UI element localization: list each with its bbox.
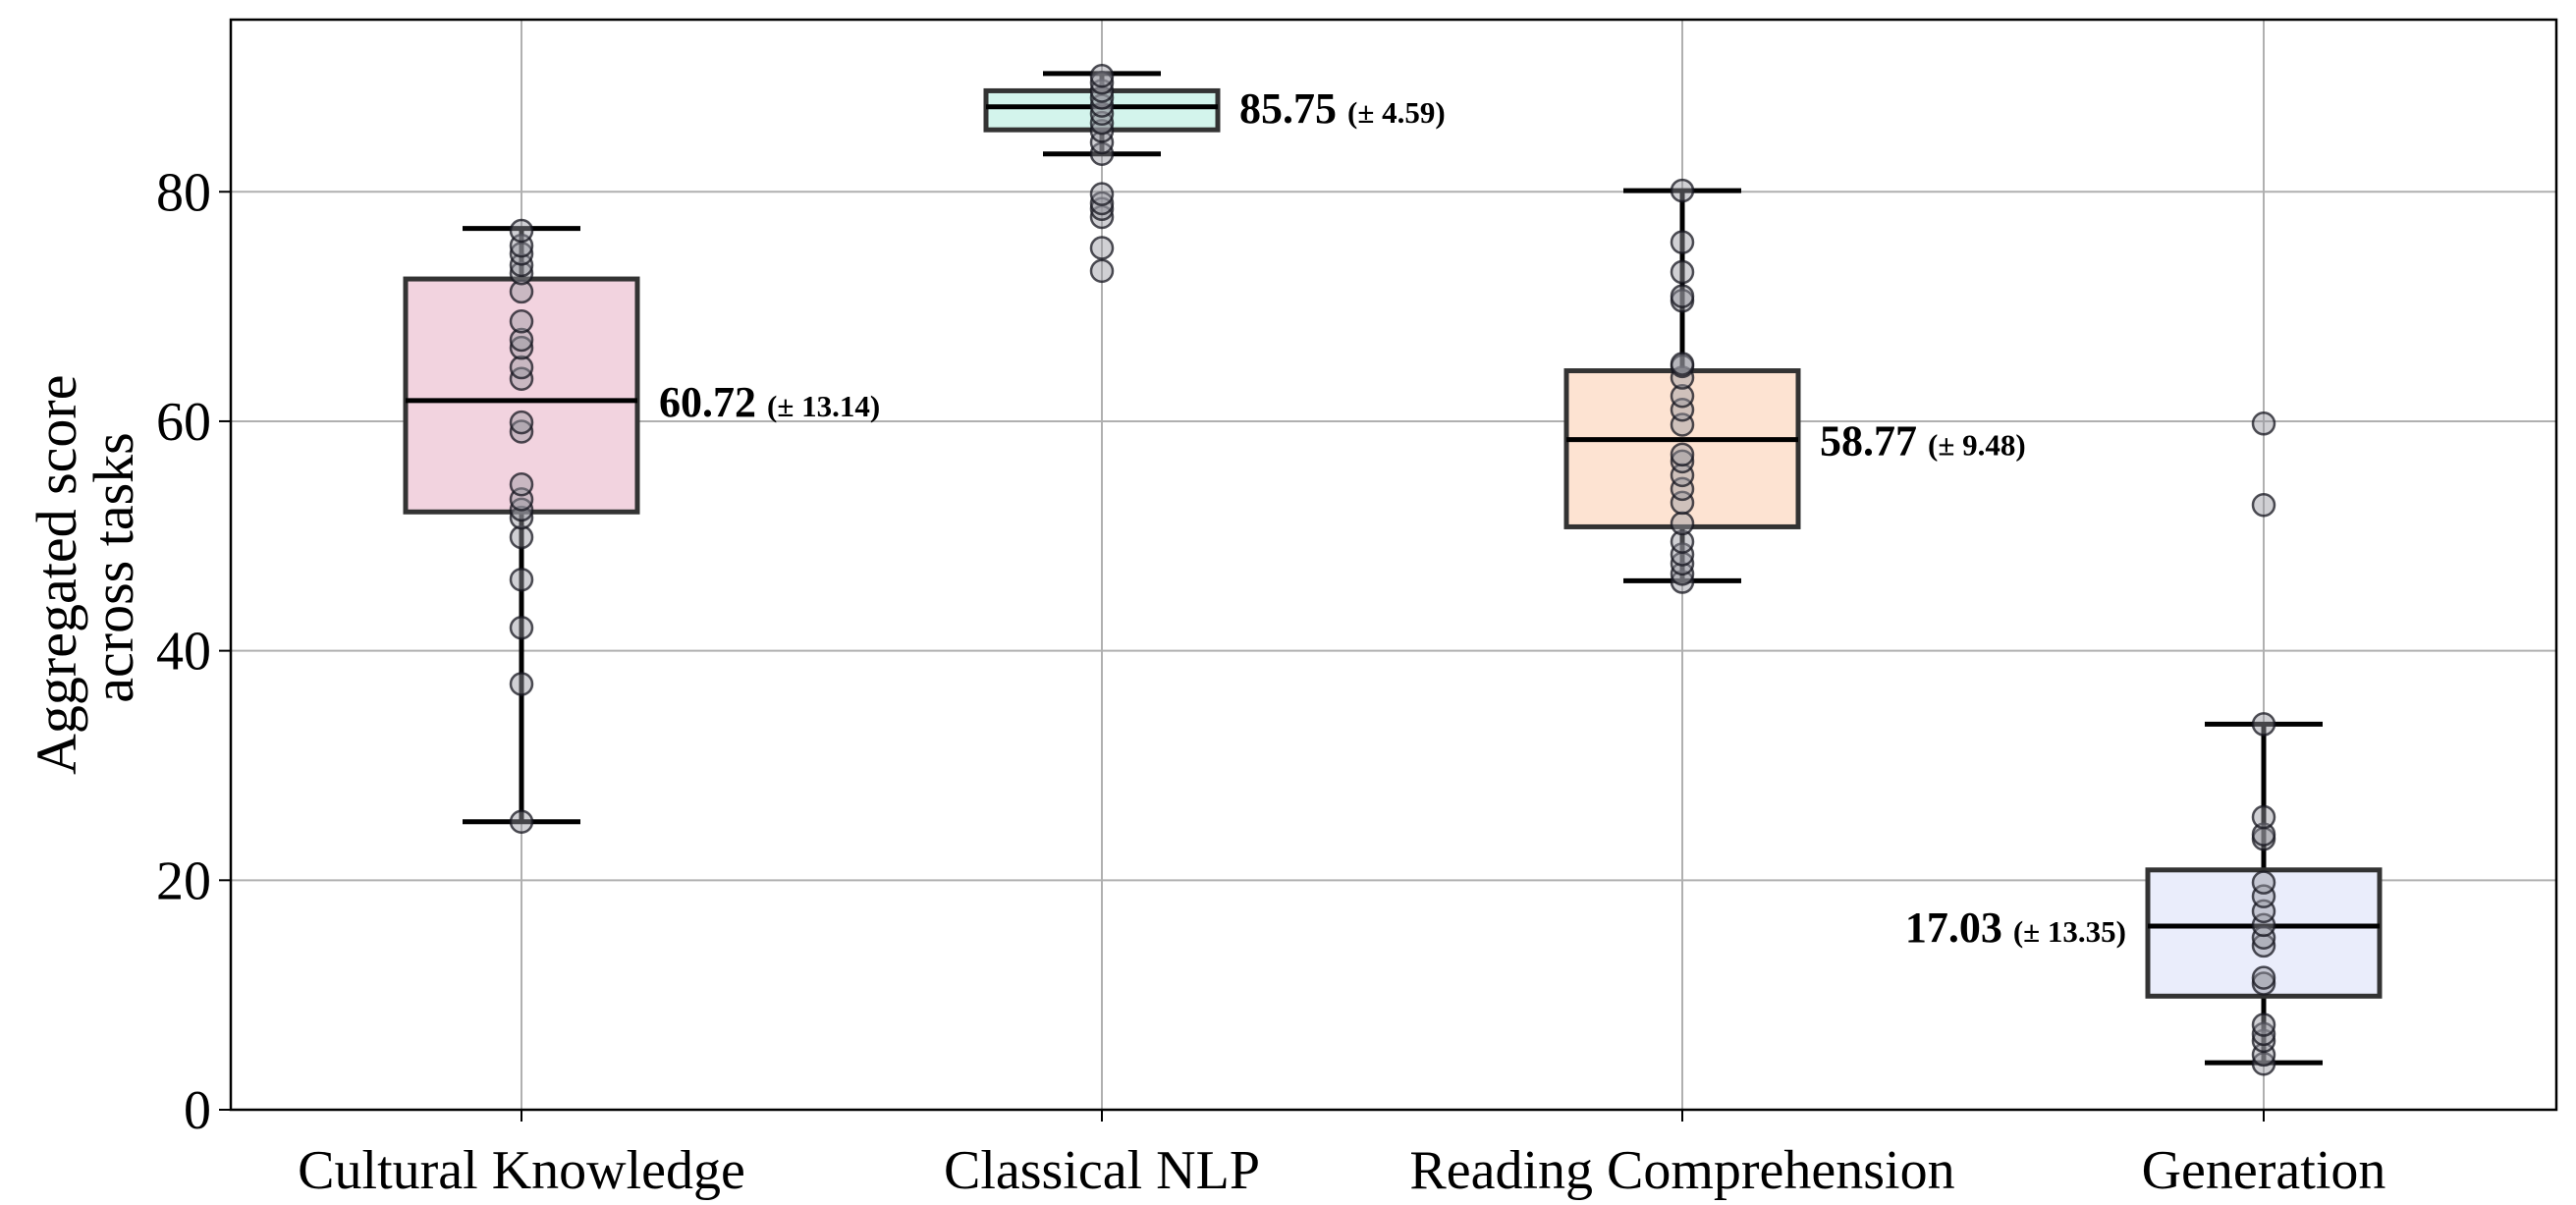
x-tick-label: Cultural Knowledge	[298, 1140, 745, 1201]
mean-annotation: 60.72 (± 13.14)	[659, 378, 880, 426]
data-point	[2251, 492, 2276, 518]
data-point	[509, 218, 534, 244]
data-point	[2251, 1052, 2276, 1076]
data-point	[1670, 570, 1695, 594]
data-point	[1670, 529, 1695, 554]
data-point	[509, 809, 534, 834]
data-point	[1089, 182, 1115, 206]
data-point	[509, 419, 534, 444]
data-point	[1089, 258, 1115, 284]
data-point	[2251, 971, 2276, 996]
data-point	[1670, 230, 1695, 254]
data-point	[1670, 259, 1695, 285]
mean-value-label: 17.03	[1905, 904, 2013, 952]
data-point	[1670, 284, 1695, 308]
data-point	[509, 279, 534, 304]
y-tick-label: 80	[156, 162, 211, 223]
data-point	[2251, 712, 2276, 737]
mean-annotation: 58.77 (± 9.48)	[1820, 417, 2026, 466]
data-point	[1670, 178, 1695, 203]
data-point	[2251, 870, 2276, 895]
annotation-layer: 60.72 (± 13.14) 85.75 (± 4.59) 58.77 (± 9.…	[659, 84, 2126, 952]
point-layer	[509, 64, 2276, 1076]
data-point	[509, 309, 534, 334]
data-point	[2251, 925, 2276, 950]
std-dev-label: (± 13.35)	[2013, 914, 2126, 949]
data-point	[509, 355, 534, 380]
data-point	[509, 242, 534, 266]
y-tick-label: 0	[184, 1080, 211, 1141]
data-point	[1089, 71, 1115, 95]
data-point	[2251, 1021, 2276, 1047]
data-point	[1089, 119, 1115, 143]
data-point	[1670, 383, 1695, 409]
mean-value-label: 60.72	[659, 378, 767, 426]
std-dev-label: (± 4.59)	[1347, 95, 1446, 130]
mean-annotation: 85.75 (± 4.59)	[1239, 84, 1446, 133]
std-dev-label: (± 13.14)	[767, 389, 880, 423]
y-tick-label: 20	[156, 850, 211, 911]
y-tick-label: 40	[156, 622, 211, 683]
data-point	[1670, 449, 1695, 474]
axis-layer: 0 20 40 60 80 Cultural Knowledge Classical NLP…	[156, 18, 2558, 1201]
std-dev-label: (± 9.48)	[1928, 428, 2026, 463]
data-point	[2251, 804, 2276, 830]
data-point	[1089, 110, 1115, 136]
data-point	[1670, 511, 1695, 536]
data-point	[509, 471, 534, 497]
data-point	[509, 616, 534, 640]
x-tick-label: Classical NLP	[944, 1140, 1260, 1201]
data-point	[1089, 64, 1115, 88]
y-axis-label-line-1: Aggregated score	[25, 375, 88, 775]
data-point	[2251, 822, 2276, 847]
y-axis-label: Aggregated score across tasks	[25, 360, 145, 775]
data-point	[509, 505, 534, 530]
x-tick-label: Reading Comprehension	[1409, 1140, 1954, 1201]
data-point	[509, 567, 534, 592]
data-point	[1089, 191, 1115, 216]
mean-annotation: 17.03 (± 13.35)	[1905, 904, 2126, 952]
data-point	[2251, 1013, 2276, 1037]
data-point	[509, 260, 534, 286]
plot-frame	[229, 18, 2558, 1112]
box-iqr	[983, 87, 1221, 133]
data-point	[2251, 411, 2276, 436]
y-axis-label-line-2: across tasks	[82, 432, 145, 702]
data-point	[1670, 542, 1695, 567]
y-tick-label: 60	[156, 392, 211, 453]
data-point	[1670, 442, 1695, 467]
data-point	[1089, 236, 1115, 260]
mean-value-label: 85.75	[1239, 84, 1347, 133]
data-point	[509, 410, 534, 435]
box-iqr	[2145, 867, 2383, 999]
data-point	[1670, 352, 1695, 376]
x-tick-label: Generation	[2142, 1140, 2386, 1201]
data-point	[509, 327, 534, 353]
data-point	[509, 672, 534, 696]
data-point	[509, 335, 534, 360]
data-point	[2251, 965, 2276, 990]
data-point	[509, 524, 534, 550]
mean-value-label: 58.77	[1820, 417, 1928, 466]
